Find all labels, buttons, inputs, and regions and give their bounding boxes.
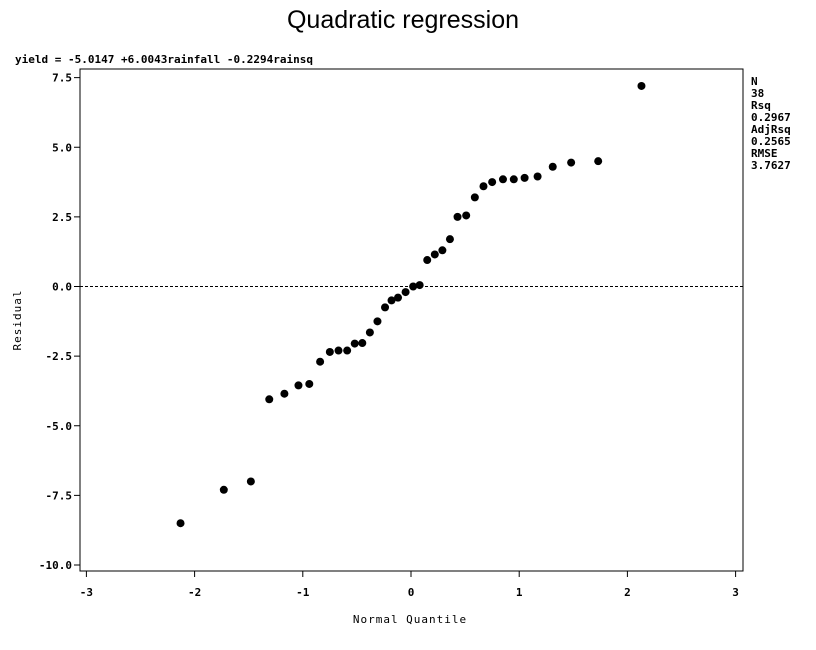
- regression-equation: yield = -5.0147 +6.0043rainfall -0.2294r…: [15, 53, 314, 66]
- data-point: [462, 211, 471, 220]
- data-point: [350, 339, 359, 348]
- x-tick-label: 1: [516, 586, 523, 599]
- y-tick-label: 7.5: [52, 72, 72, 85]
- data-point: [438, 246, 447, 255]
- data-point: [415, 281, 424, 290]
- data-point: [479, 182, 488, 191]
- y-axis-label: Residual: [11, 290, 24, 351]
- stat-n-value: 38: [751, 87, 765, 100]
- data-point: [567, 158, 576, 167]
- data-point: [409, 282, 418, 291]
- data-point: [394, 293, 403, 302]
- data-point: [343, 346, 352, 355]
- y-tick-label: -10.0: [39, 559, 72, 572]
- x-tick-label: 0: [408, 586, 415, 599]
- data-point: [401, 288, 410, 297]
- x-axis-ticks: -3 -2 -1 0 1 2 3: [80, 571, 739, 599]
- chart-title: Quadratic regression: [286, 6, 520, 34]
- data-point: [373, 317, 382, 326]
- data-point: [509, 175, 518, 184]
- data-point: [381, 303, 390, 312]
- stat-rsq-label: Rsq: [751, 99, 771, 112]
- y-tick-label: 5.0: [52, 141, 72, 154]
- data-point: [358, 339, 367, 348]
- data-point: [280, 389, 289, 398]
- data-points: [176, 81, 646, 528]
- data-point: [387, 296, 396, 305]
- data-point: [453, 212, 462, 221]
- data-point: [445, 235, 454, 244]
- data-point: [294, 381, 303, 390]
- data-point: [176, 519, 185, 528]
- x-tick-label: 3: [732, 586, 739, 599]
- x-tick-label: -1: [296, 586, 310, 599]
- data-point: [325, 347, 334, 356]
- stat-adjrsq-label: AdjRsq: [751, 123, 791, 136]
- y-tick-label: 0.0: [52, 281, 72, 294]
- data-point: [219, 485, 228, 494]
- data-point: [488, 178, 497, 187]
- data-point: [365, 328, 374, 337]
- stat-rmse-value: 3.7627: [751, 159, 791, 172]
- data-point: [520, 173, 529, 182]
- data-point: [548, 162, 557, 171]
- x-tick-label: -2: [188, 586, 201, 599]
- stat-adjrsq-value: 0.2565: [751, 135, 791, 148]
- stat-rmse-label: RMSE: [751, 147, 778, 160]
- y-tick-label: 2.5: [52, 211, 72, 224]
- plot-frame: [79, 68, 744, 572]
- data-point: [637, 81, 646, 90]
- data-point: [498, 175, 507, 184]
- data-point: [305, 379, 314, 388]
- data-point: [265, 395, 274, 404]
- stat-n-label: N: [751, 75, 758, 88]
- data-point: [246, 477, 255, 486]
- y-axis-ticks: -10.0 -7.5 -5.0 -2.5 0.0 2.5 5.0 7.5: [39, 72, 80, 572]
- data-point: [334, 346, 343, 355]
- y-tick-label: -2.5: [46, 350, 73, 363]
- data-point: [594, 157, 603, 166]
- stat-rsq-value: 0.2967: [751, 111, 791, 124]
- x-tick-label: 2: [624, 586, 631, 599]
- data-point: [316, 357, 325, 366]
- data-point: [430, 250, 439, 259]
- stats-panel: N 38 Rsq 0.2967 AdjRsq 0.2565 RMSE 3.762…: [751, 76, 791, 172]
- data-point: [423, 256, 432, 265]
- x-tick-label: -3: [80, 586, 93, 599]
- data-point: [470, 193, 479, 202]
- y-tick-label: -7.5: [46, 489, 73, 502]
- y-tick-label: -5.0: [46, 420, 73, 433]
- x-axis-label: Normal Quantile: [353, 613, 467, 626]
- data-point: [533, 172, 542, 181]
